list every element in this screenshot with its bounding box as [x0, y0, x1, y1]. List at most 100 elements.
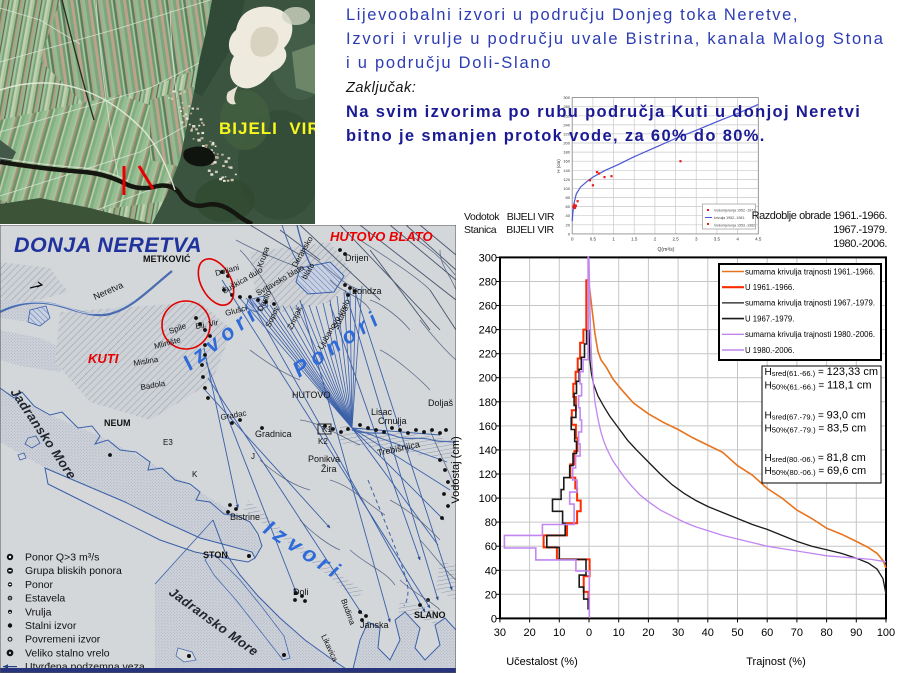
svg-text:E3: E3 — [163, 438, 173, 447]
svg-text:100: 100 — [563, 186, 570, 191]
svg-text:300: 300 — [479, 252, 497, 264]
svg-text:100: 100 — [479, 493, 497, 505]
svg-text:DONJA NERETVA: DONJA NERETVA — [14, 233, 202, 257]
svg-text:Londza: Londza — [352, 286, 382, 296]
svg-text:Gradac: Gradac — [220, 409, 247, 422]
svg-text:140: 140 — [563, 168, 570, 173]
svg-text:4: 4 — [736, 237, 739, 242]
svg-text:Veliko stalno vrelo: Veliko stalno vrelo — [25, 647, 110, 659]
svg-text:240: 240 — [479, 325, 497, 337]
svg-text:sumarna krivulja trajnosti 196: sumarna krivulja trajnosti 1961.-1966. — [745, 267, 875, 276]
svg-text:10: 10 — [553, 627, 565, 639]
svg-text:Vodostaj (cm): Vodostaj (cm) — [450, 436, 462, 503]
svg-text:280: 280 — [479, 277, 497, 289]
svg-text:Ponor: Ponor — [25, 579, 54, 591]
svg-text:Stalni izvor: Stalni izvor — [25, 620, 77, 632]
svg-text:H50%(67.-79.) = 83,5 cm: H50%(67.-79.) = 83,5 cm — [765, 423, 867, 435]
svg-text:K2: K2 — [318, 437, 328, 446]
svg-text:BIJELI VIR: BIJELI VIR — [219, 119, 315, 138]
svg-text:40: 40 — [702, 627, 714, 639]
svg-text:0: 0 — [568, 231, 571, 236]
svg-text:220: 220 — [563, 131, 570, 136]
svg-text:Crnulja: Crnulja — [378, 416, 407, 426]
svg-text:U 1961.-1966.: U 1961.-1966. — [745, 283, 794, 292]
svg-text:Mislina: Mislina — [133, 355, 160, 368]
svg-text:Doli: Doli — [293, 587, 309, 597]
svg-text:Doljaš: Doljaš — [428, 398, 454, 408]
svg-text:240: 240 — [563, 122, 570, 127]
svg-text:100: 100 — [877, 627, 895, 639]
svg-text:180: 180 — [479, 397, 497, 409]
svg-text:H50%(61.-66.) = 118,1 cm: H50%(61.-66.) = 118,1 cm — [765, 380, 872, 392]
svg-text:K: K — [192, 470, 198, 479]
svg-text:sumarna krivulja trajnosti 198: sumarna krivulja trajnosti 1980.-2006. — [745, 330, 875, 339]
svg-text:80: 80 — [820, 627, 832, 639]
svg-text:Vodomjerenja 1953.-1982.: Vodomjerenja 1953.-1982. — [714, 224, 756, 228]
svg-text:Badola: Badola — [140, 379, 167, 392]
svg-text:0: 0 — [571, 237, 574, 242]
svg-text:Gradnica: Gradnica — [255, 429, 292, 439]
svg-text:3.5: 3.5 — [714, 237, 721, 242]
svg-text:20: 20 — [642, 627, 654, 639]
svg-text:260: 260 — [563, 113, 570, 118]
svg-text:Grupa bliskih ponora: Grupa bliskih ponora — [25, 565, 122, 577]
svg-text:krivulja 1952.-1981.: krivulja 1952.-1981. — [714, 216, 745, 220]
svg-text:120: 120 — [563, 177, 570, 182]
svg-text:Vrulja: Vrulja — [25, 606, 52, 618]
svg-text:4.5: 4.5 — [755, 237, 762, 242]
svg-text:260: 260 — [479, 301, 497, 313]
svg-text:200: 200 — [563, 141, 570, 146]
svg-text:Estavela: Estavela — [25, 593, 65, 605]
svg-text:30: 30 — [494, 627, 506, 639]
svg-text:40: 40 — [485, 565, 497, 577]
svg-text:280: 280 — [563, 104, 570, 109]
svg-text:sumarna krivulja trajnosti 196: sumarna krivulja trajnosti 1967.-1979. — [745, 299, 875, 308]
svg-text:60: 60 — [485, 541, 497, 553]
svg-text:HUTOVO: HUTOVO — [292, 390, 330, 400]
svg-text:J: J — [251, 452, 255, 461]
svg-text:SLANO: SLANO — [414, 610, 446, 620]
svg-text:140: 140 — [479, 445, 497, 457]
svg-text:1.5: 1.5 — [631, 237, 638, 242]
svg-text:NEUM: NEUM — [104, 418, 131, 428]
svg-text:METKOVIĆ: METKOVIĆ — [143, 253, 191, 264]
svg-text:K1: K1 — [322, 425, 332, 434]
svg-text:Vodomjerenja 1952.-1977.: Vodomjerenja 1952.-1977. — [714, 209, 756, 213]
svg-text:Žira: Žira — [321, 464, 337, 474]
svg-text:Trajnost (%): Trajnost (%) — [746, 656, 806, 668]
svg-text:200: 200 — [479, 373, 497, 385]
svg-text:50: 50 — [731, 627, 743, 639]
svg-text:180: 180 — [563, 150, 570, 155]
svg-text:Lisac: Lisac — [371, 407, 393, 417]
svg-text:10: 10 — [613, 627, 625, 639]
svg-text:H (cm): H (cm) — [556, 159, 561, 173]
svg-text:Hsred(80.-06.) = 81,8 cm: Hsred(80.-06.) = 81,8 cm — [765, 452, 866, 464]
svg-text:Utvrđena podzemna veza: Utvrđena podzemna veza — [25, 661, 145, 673]
svg-text:STON: STON — [203, 550, 228, 560]
svg-text:1: 1 — [612, 237, 615, 242]
svg-text:20: 20 — [566, 222, 571, 227]
svg-text:20: 20 — [523, 627, 535, 639]
svg-text:60: 60 — [566, 204, 571, 209]
svg-text:Bij. Vir: Bij. Vir — [195, 318, 220, 331]
svg-text:120: 120 — [479, 469, 497, 481]
svg-text:3: 3 — [695, 237, 698, 242]
svg-text:80: 80 — [485, 517, 497, 529]
svg-text:Janska: Janska — [360, 620, 389, 630]
svg-text:U 1967.-1979.: U 1967.-1979. — [745, 314, 794, 323]
svg-text:300: 300 — [563, 95, 570, 100]
svg-text:90: 90 — [850, 627, 862, 639]
svg-text:2: 2 — [654, 237, 657, 242]
svg-text:Q(m³/s): Q(m³/s) — [658, 247, 675, 253]
svg-text:220: 220 — [479, 349, 497, 361]
svg-text:70: 70 — [791, 627, 803, 639]
svg-text:KUTI: KUTI — [88, 351, 119, 366]
svg-text:U 1980.-2006.: U 1980.-2006. — [745, 346, 794, 355]
svg-text:60: 60 — [761, 627, 773, 639]
svg-text:H50%(80.-06.) = 69,6 cm: H50%(80.-06.) = 69,6 cm — [765, 465, 867, 477]
svg-text:30: 30 — [672, 627, 684, 639]
svg-text:80: 80 — [566, 195, 571, 200]
svg-text:0: 0 — [491, 613, 497, 625]
svg-text:Učestalost (%): Učestalost (%) — [506, 656, 578, 668]
svg-text:Drijen: Drijen — [345, 253, 369, 263]
